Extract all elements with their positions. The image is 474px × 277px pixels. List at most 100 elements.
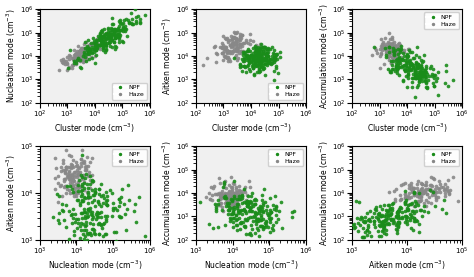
Point bbox=[245, 53, 252, 58]
Point bbox=[411, 219, 419, 223]
Point bbox=[113, 35, 120, 39]
Point bbox=[233, 206, 241, 210]
Point bbox=[221, 35, 228, 40]
Point bbox=[218, 208, 226, 212]
Point bbox=[270, 207, 278, 211]
Point bbox=[256, 57, 264, 61]
Point bbox=[110, 31, 118, 35]
Point bbox=[228, 190, 236, 195]
Point bbox=[89, 41, 97, 46]
Point bbox=[73, 198, 81, 202]
Point bbox=[258, 57, 265, 62]
Point bbox=[392, 64, 400, 68]
Point bbox=[410, 211, 418, 216]
Point bbox=[88, 233, 95, 238]
Point bbox=[408, 194, 415, 199]
Point bbox=[220, 54, 228, 59]
Point bbox=[249, 55, 256, 60]
Point bbox=[416, 199, 424, 203]
Point bbox=[228, 198, 236, 202]
Point bbox=[118, 27, 125, 32]
Point bbox=[87, 42, 94, 46]
Point bbox=[419, 72, 427, 77]
Point bbox=[65, 175, 73, 179]
Point bbox=[236, 41, 244, 46]
Point bbox=[82, 47, 89, 51]
Point bbox=[234, 48, 241, 53]
Point bbox=[230, 30, 238, 34]
Point bbox=[418, 182, 426, 186]
Point bbox=[401, 63, 409, 67]
Point bbox=[256, 68, 264, 73]
Point bbox=[392, 58, 400, 62]
Point bbox=[251, 63, 258, 68]
Point bbox=[213, 52, 220, 57]
Point bbox=[224, 55, 232, 60]
Point bbox=[418, 60, 426, 65]
Point bbox=[119, 20, 127, 25]
Point bbox=[264, 225, 272, 230]
Point bbox=[446, 192, 453, 196]
Point bbox=[410, 209, 417, 214]
Point bbox=[118, 194, 125, 199]
Point bbox=[269, 202, 277, 207]
Point bbox=[391, 189, 398, 193]
Point bbox=[442, 69, 450, 73]
Point bbox=[227, 34, 234, 38]
Point bbox=[76, 224, 84, 229]
Point bbox=[252, 43, 260, 48]
Point bbox=[237, 49, 245, 54]
Point bbox=[264, 53, 272, 58]
Point bbox=[82, 168, 90, 173]
Point bbox=[418, 190, 426, 195]
Point bbox=[421, 188, 428, 193]
Point bbox=[387, 61, 395, 65]
Point bbox=[254, 56, 262, 60]
Point bbox=[252, 215, 259, 219]
Point bbox=[78, 175, 86, 179]
Point bbox=[220, 182, 228, 186]
Point bbox=[365, 222, 372, 227]
Point bbox=[94, 43, 102, 48]
Point bbox=[63, 61, 71, 65]
Legend: NPF, Haze: NPF, Haze bbox=[112, 83, 147, 99]
Point bbox=[252, 202, 259, 206]
Point bbox=[291, 209, 298, 213]
Point bbox=[234, 202, 241, 207]
Point bbox=[272, 203, 280, 208]
Point bbox=[430, 84, 438, 88]
Point bbox=[381, 47, 388, 51]
Point bbox=[63, 165, 70, 170]
Point bbox=[74, 43, 82, 48]
Point bbox=[91, 191, 99, 195]
Point bbox=[262, 62, 269, 66]
Point bbox=[74, 55, 82, 59]
Point bbox=[403, 206, 411, 211]
Point bbox=[237, 209, 244, 213]
Point bbox=[246, 38, 254, 42]
Point bbox=[392, 46, 400, 51]
Point bbox=[81, 237, 88, 241]
Point bbox=[223, 36, 230, 41]
Point bbox=[83, 238, 91, 243]
Point bbox=[386, 70, 393, 75]
Point bbox=[256, 204, 264, 208]
Point bbox=[428, 189, 436, 193]
Point bbox=[360, 220, 368, 225]
Point bbox=[80, 181, 87, 185]
Point bbox=[227, 38, 234, 42]
Point bbox=[135, 13, 142, 18]
Point bbox=[85, 170, 92, 175]
Point bbox=[398, 210, 406, 214]
Point bbox=[263, 204, 270, 208]
Point bbox=[260, 57, 268, 61]
Point bbox=[65, 53, 73, 57]
Point bbox=[102, 202, 109, 207]
Point bbox=[94, 222, 102, 227]
Point bbox=[411, 73, 419, 77]
Point bbox=[441, 194, 448, 198]
Legend: NPF, Haze: NPF, Haze bbox=[268, 83, 303, 99]
Point bbox=[396, 45, 403, 50]
Point bbox=[99, 35, 106, 40]
Point bbox=[392, 50, 400, 54]
